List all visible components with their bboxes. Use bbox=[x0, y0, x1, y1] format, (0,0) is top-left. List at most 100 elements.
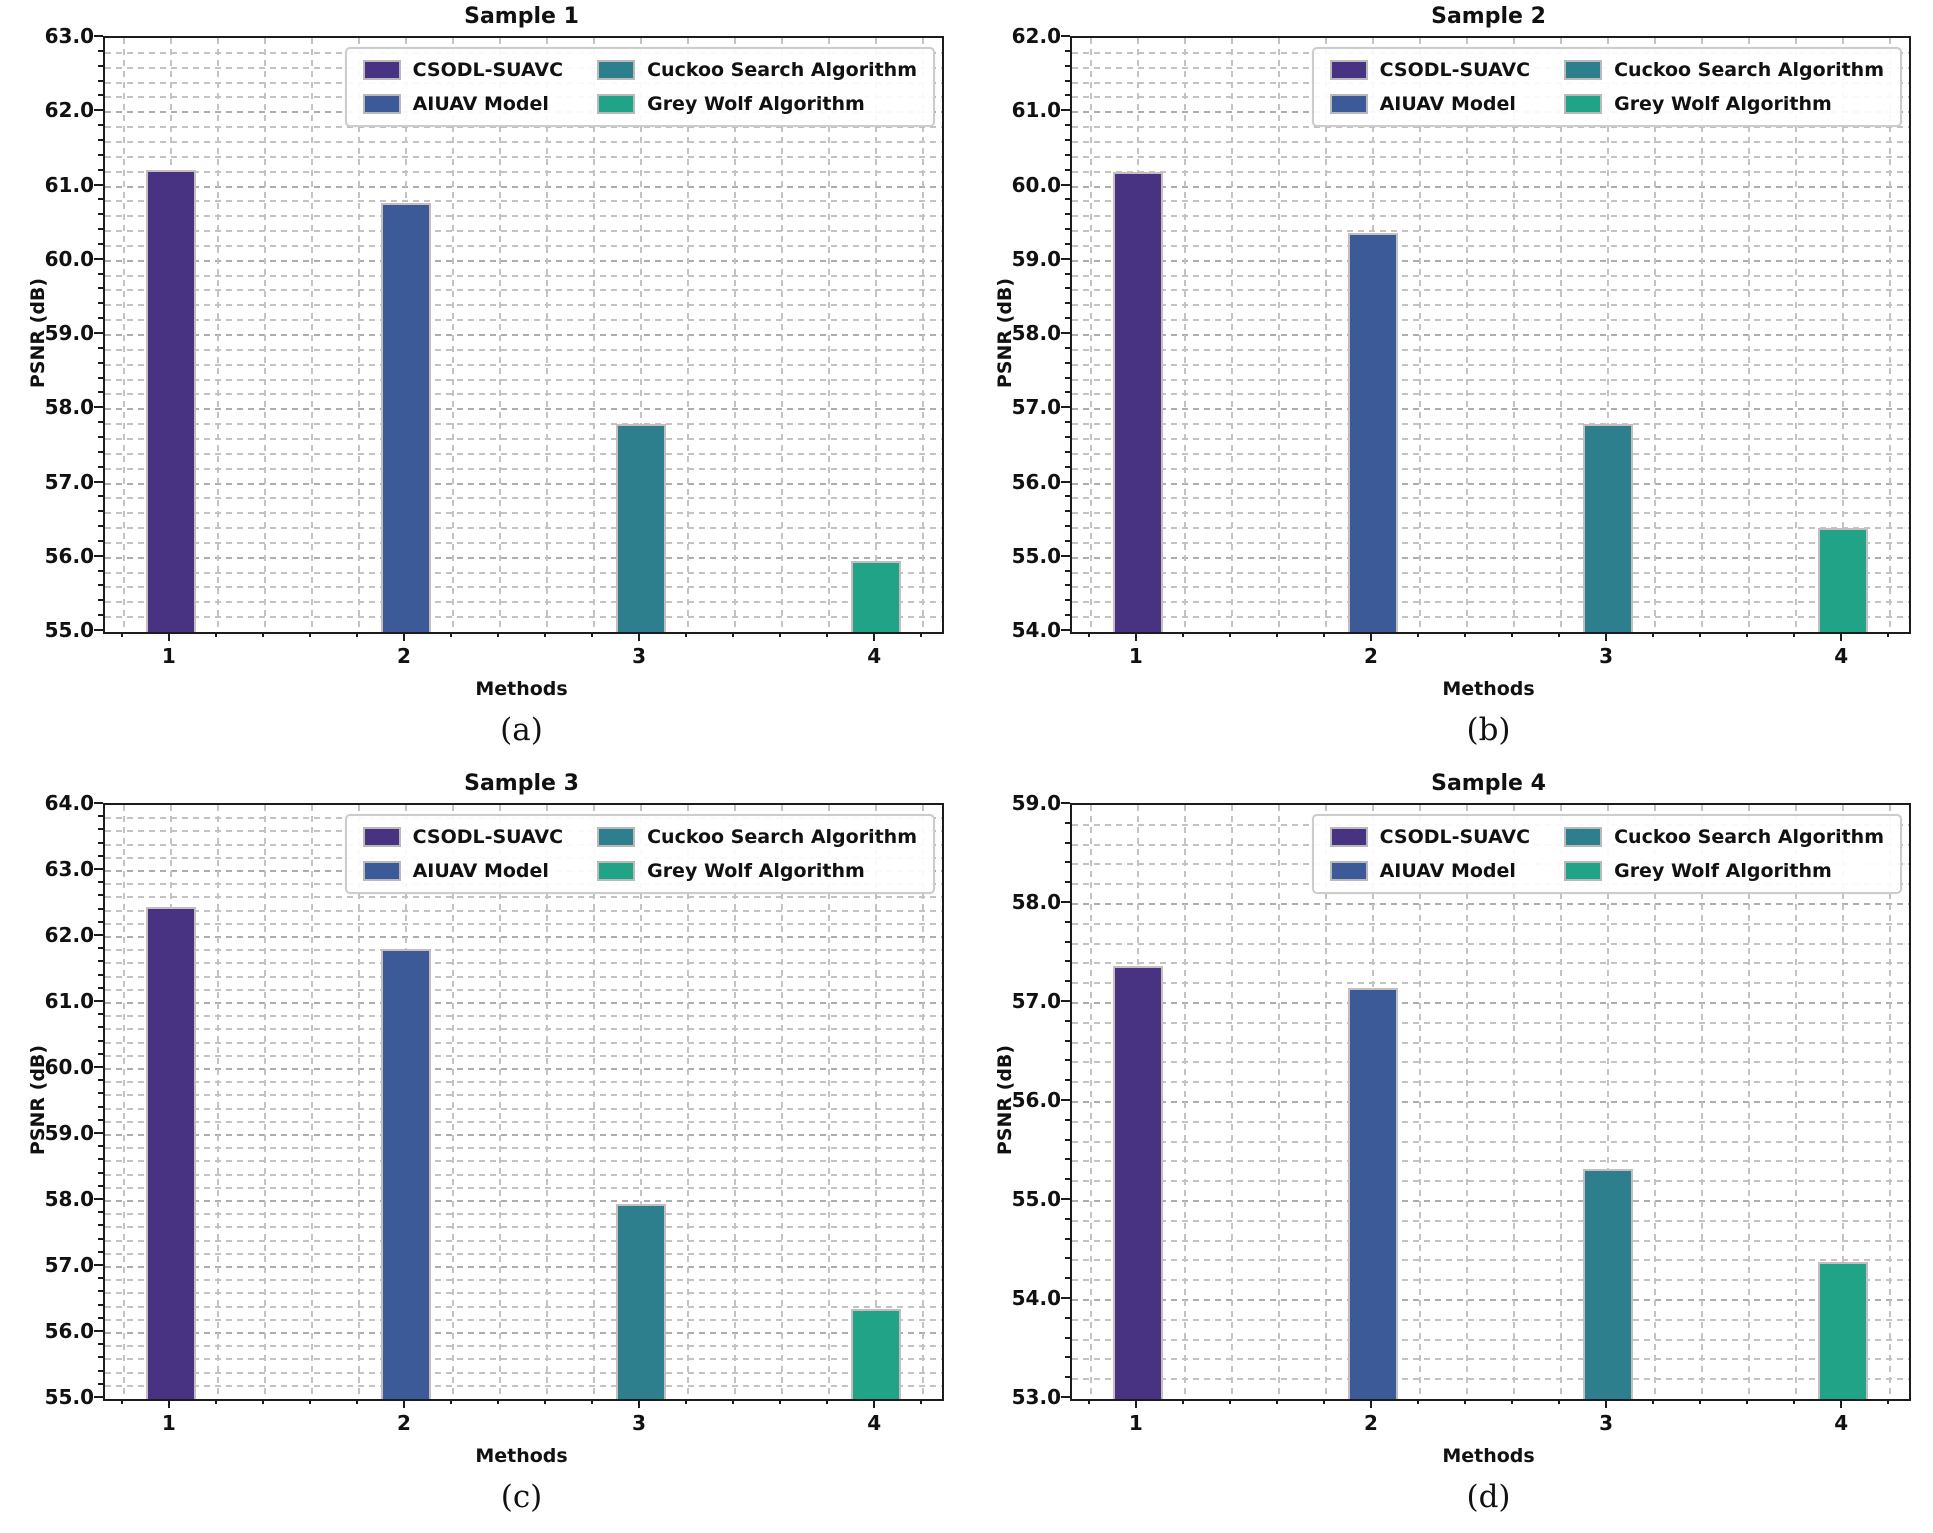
y-gridline bbox=[105, 556, 942, 559]
x-axis-label: Methods bbox=[475, 678, 568, 700]
y-gridline bbox=[1072, 378, 1909, 381]
legend-item: Cuckoo Search Algorithm bbox=[597, 826, 917, 848]
y-minor-tick bbox=[1065, 1158, 1070, 1161]
y-minor-tick bbox=[1065, 584, 1070, 587]
legend-label: AIUAV Model bbox=[412, 860, 549, 882]
y-tick-mark bbox=[94, 802, 103, 804]
y-minor-tick bbox=[98, 465, 103, 468]
x-tick-label: 4 bbox=[1834, 1411, 1849, 1435]
y-tick-mark bbox=[94, 332, 103, 334]
x-gridline bbox=[828, 38, 831, 632]
bars-layer bbox=[105, 38, 942, 632]
x-tick-label: 4 bbox=[867, 644, 882, 668]
y-minor-tick bbox=[98, 168, 103, 171]
y-tick-label: 54.0 bbox=[1011, 618, 1061, 642]
y-minor-tick bbox=[98, 947, 103, 950]
x-minor-tick bbox=[1275, 1399, 1278, 1404]
y-gridline bbox=[105, 319, 942, 322]
legend-item: AIUAV Model bbox=[362, 93, 564, 115]
y-gridline bbox=[1072, 616, 1909, 619]
x-tick-label: 3 bbox=[1599, 644, 1613, 668]
y-gridline bbox=[1072, 334, 1909, 336]
bar-method-2 bbox=[1347, 232, 1398, 632]
x-minor-tick bbox=[1793, 1399, 1796, 1404]
y-gridline bbox=[1072, 1299, 1909, 1301]
subfigure-caption: (c) bbox=[500, 1479, 543, 1515]
bar-method-3 bbox=[1583, 1169, 1634, 1399]
x-gridline bbox=[922, 38, 925, 632]
y-gridline bbox=[105, 467, 942, 470]
y-gridline bbox=[1072, 274, 1909, 277]
x-gridline bbox=[1465, 805, 1468, 1399]
y-gridline bbox=[105, 140, 942, 143]
y-minor-tick bbox=[98, 198, 103, 201]
y-gridline bbox=[105, 408, 942, 411]
legend-item: CSODL-SUAVC bbox=[362, 826, 563, 848]
x-minor-tick bbox=[214, 632, 217, 637]
y-minor-tick bbox=[98, 138, 103, 141]
y-gridline bbox=[1072, 1358, 1909, 1361]
y-tick-label: 61.0 bbox=[44, 989, 94, 1013]
y-gridline bbox=[1072, 1200, 1909, 1202]
y-gridline bbox=[1072, 244, 1909, 247]
y-gridline bbox=[105, 1147, 942, 1150]
y-minor-tick bbox=[98, 79, 103, 82]
y-tick-mark bbox=[1061, 183, 1070, 186]
y-minor-tick bbox=[1065, 569, 1070, 572]
x-minor-tick bbox=[1087, 1399, 1090, 1404]
y-minor-tick bbox=[98, 361, 103, 364]
x-minor-tick bbox=[638, 632, 641, 637]
bars-layer bbox=[1072, 38, 1909, 632]
y-tick-mark bbox=[94, 1066, 103, 1068]
y-minor-tick bbox=[1065, 198, 1070, 201]
y-gridline bbox=[105, 949, 942, 952]
y-gridline bbox=[105, 482, 942, 485]
y-tick-label: 62.0 bbox=[1011, 24, 1061, 48]
y-tick-mark bbox=[1061, 802, 1070, 804]
y-gridline bbox=[1072, 586, 1909, 589]
y-minor-tick bbox=[98, 124, 103, 127]
y-gridline bbox=[1072, 185, 1909, 188]
y-gridline bbox=[105, 1094, 942, 1097]
y-gridline bbox=[105, 437, 942, 440]
x-minor-tick bbox=[1463, 632, 1466, 637]
x-axis-label: Methods bbox=[1442, 678, 1535, 700]
subfigure-caption: (d) bbox=[1466, 1479, 1511, 1515]
x-tick-label: 1 bbox=[1128, 644, 1143, 668]
y-minor-tick bbox=[1065, 525, 1070, 528]
x-gridline bbox=[687, 805, 690, 1399]
x-tick-label: 1 bbox=[161, 1411, 176, 1435]
x-tick-label: 1 bbox=[161, 644, 176, 668]
x-gridline bbox=[1607, 805, 1610, 1399]
y-minor-tick bbox=[1065, 841, 1070, 844]
y-gridline bbox=[105, 1318, 942, 1321]
x-gridline bbox=[1842, 805, 1845, 1399]
x-tick-label: 3 bbox=[632, 1411, 646, 1435]
y-minor-tick bbox=[1065, 391, 1070, 394]
x-gridline bbox=[1183, 805, 1186, 1399]
y-minor-tick bbox=[1065, 1178, 1070, 1181]
x-minor-tick bbox=[1228, 632, 1231, 637]
y-gridline bbox=[105, 975, 942, 978]
legend-swatch bbox=[1329, 60, 1368, 80]
y-minor-tick bbox=[98, 450, 103, 453]
y-tick-label: 58.0 bbox=[1011, 890, 1061, 914]
y-gridline bbox=[105, 896, 942, 899]
y-tick-label: 59.0 bbox=[44, 1121, 94, 1145]
x-gridline bbox=[122, 805, 125, 1399]
x-minor-tick bbox=[544, 632, 546, 637]
y-gridline bbox=[105, 571, 942, 574]
y-gridline bbox=[1072, 903, 1909, 905]
x-tick-label: 1 bbox=[1128, 1411, 1143, 1435]
x-gridline bbox=[1089, 38, 1092, 632]
x-minor-tick bbox=[591, 1399, 594, 1404]
y-tick-mark bbox=[94, 480, 103, 483]
bar-method-3 bbox=[616, 424, 667, 632]
legend-swatch bbox=[362, 60, 401, 80]
bar-method-3 bbox=[616, 1204, 667, 1399]
y-minor-tick bbox=[1065, 1257, 1070, 1260]
y-minor-tick bbox=[1065, 1217, 1070, 1220]
y-gridline bbox=[105, 126, 942, 129]
y-minor-tick bbox=[1065, 960, 1070, 963]
